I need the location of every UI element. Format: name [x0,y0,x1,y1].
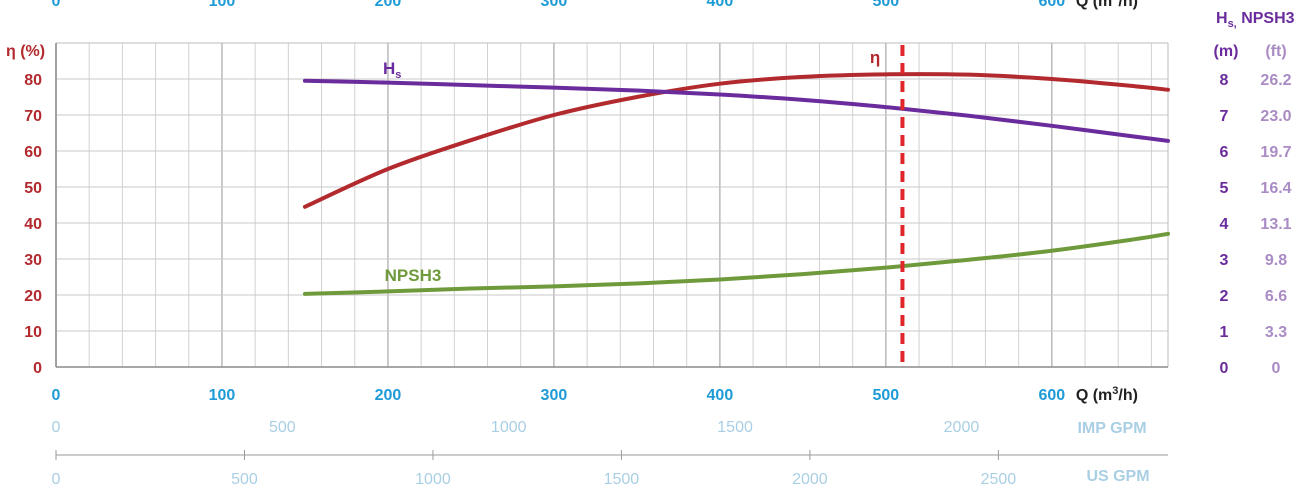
left-tick-label: 80 [24,72,42,89]
right-tick-ft: 0 [1272,360,1281,377]
right-unit-m: (m) [1214,43,1239,60]
left-tick-label: 60 [24,144,42,161]
efficiency-curve [302,72,1170,209]
chart-curves [302,45,1170,367]
npsh3-series-label: NPSH3 [385,266,442,285]
chart-axes [55,43,1168,460]
us-gpm-tick-label: 0 [52,471,61,488]
x-tick-label: 500 [872,387,899,404]
right-unit-ft: (ft) [1265,43,1286,60]
right-tick-m: 0 [1220,360,1229,377]
x-tick-label: 200 [375,387,402,404]
us-gpm-tick-label: 2000 [792,471,828,488]
efficiency-series-label: η [870,48,880,67]
right-tick-m: 4 [1220,216,1229,233]
left-tick-label: 0 [33,360,42,377]
imp-gpm-tick-label: 500 [269,419,296,436]
left-tick-label: 30 [24,252,42,269]
right-tick-ft: 19.7 [1260,144,1291,161]
x-tick-label-top: 100 [209,0,236,10]
x-tick-label-top: 300 [541,0,568,10]
x-tick-label: 400 [707,387,734,404]
right-tick-m: 6 [1220,144,1229,161]
x-tick-label-top: 500 [872,0,899,10]
right-tick-m: 2 [1220,288,1229,305]
us-gpm-label: US GPM [1086,468,1149,485]
x-tick-label: 100 [209,387,236,404]
right-tick-ft: 3.3 [1265,324,1287,341]
npsh3-curve [302,231,1170,296]
imp-gpm-tick-label: 0 [52,419,61,436]
right-tick-ft: 13.1 [1260,216,1291,233]
right-tick-ft: 6.6 [1265,288,1287,305]
us-gpm-tick-label: 1000 [415,471,451,488]
imp-gpm-label: IMP GPM [1077,420,1146,437]
left-tick-label: 40 [24,216,42,233]
us-gpm-tick-label: 2500 [981,471,1017,488]
right-tick-ft: 26.2 [1260,72,1291,89]
head-curve [302,78,1170,143]
right-tick-ft: 23.0 [1260,108,1291,125]
right-tick-m: 7 [1220,108,1229,125]
right-tick-ft: 9.8 [1265,252,1287,269]
left-tick-label: 20 [24,288,42,305]
us-gpm-tick-label: 500 [231,471,258,488]
x-tick-label-top-unit: Q (m3/h) [1076,0,1138,10]
right-tick-ft: 16.4 [1260,180,1291,197]
head-series-label: Hs [383,59,401,81]
right-tick-m: 1 [1220,324,1229,341]
x-tick-label: 300 [541,387,568,404]
x-tick-label-top: 600 [1038,0,1065,10]
x-tick-label-top: 200 [375,0,402,10]
x-tick-label-unit: Q (m3/h) [1076,385,1138,404]
imp-gpm-tick-label: 2000 [944,419,980,436]
left-tick-label: 50 [24,180,42,197]
x-tick-label-top: 0 [52,0,61,10]
us-gpm-tick-label: 1500 [604,471,640,488]
x-tick-label: 0 [52,387,61,404]
imp-gpm-tick-label: 1000 [491,419,527,436]
x-tick-label: 600 [1038,387,1065,404]
left-tick-label: 10 [24,324,42,341]
left-tick-label: 70 [24,108,42,125]
x-tick-label-top: 400 [707,0,734,10]
imp-gpm-tick-label: 1500 [717,419,753,436]
left-axis-title: η (%) [6,43,45,60]
right-tick-m: 3 [1220,252,1229,269]
right-tick-m: 8 [1220,72,1229,89]
right-tick-m: 5 [1220,180,1229,197]
right-axis-title: Hs, NPSH3 [1216,10,1295,30]
